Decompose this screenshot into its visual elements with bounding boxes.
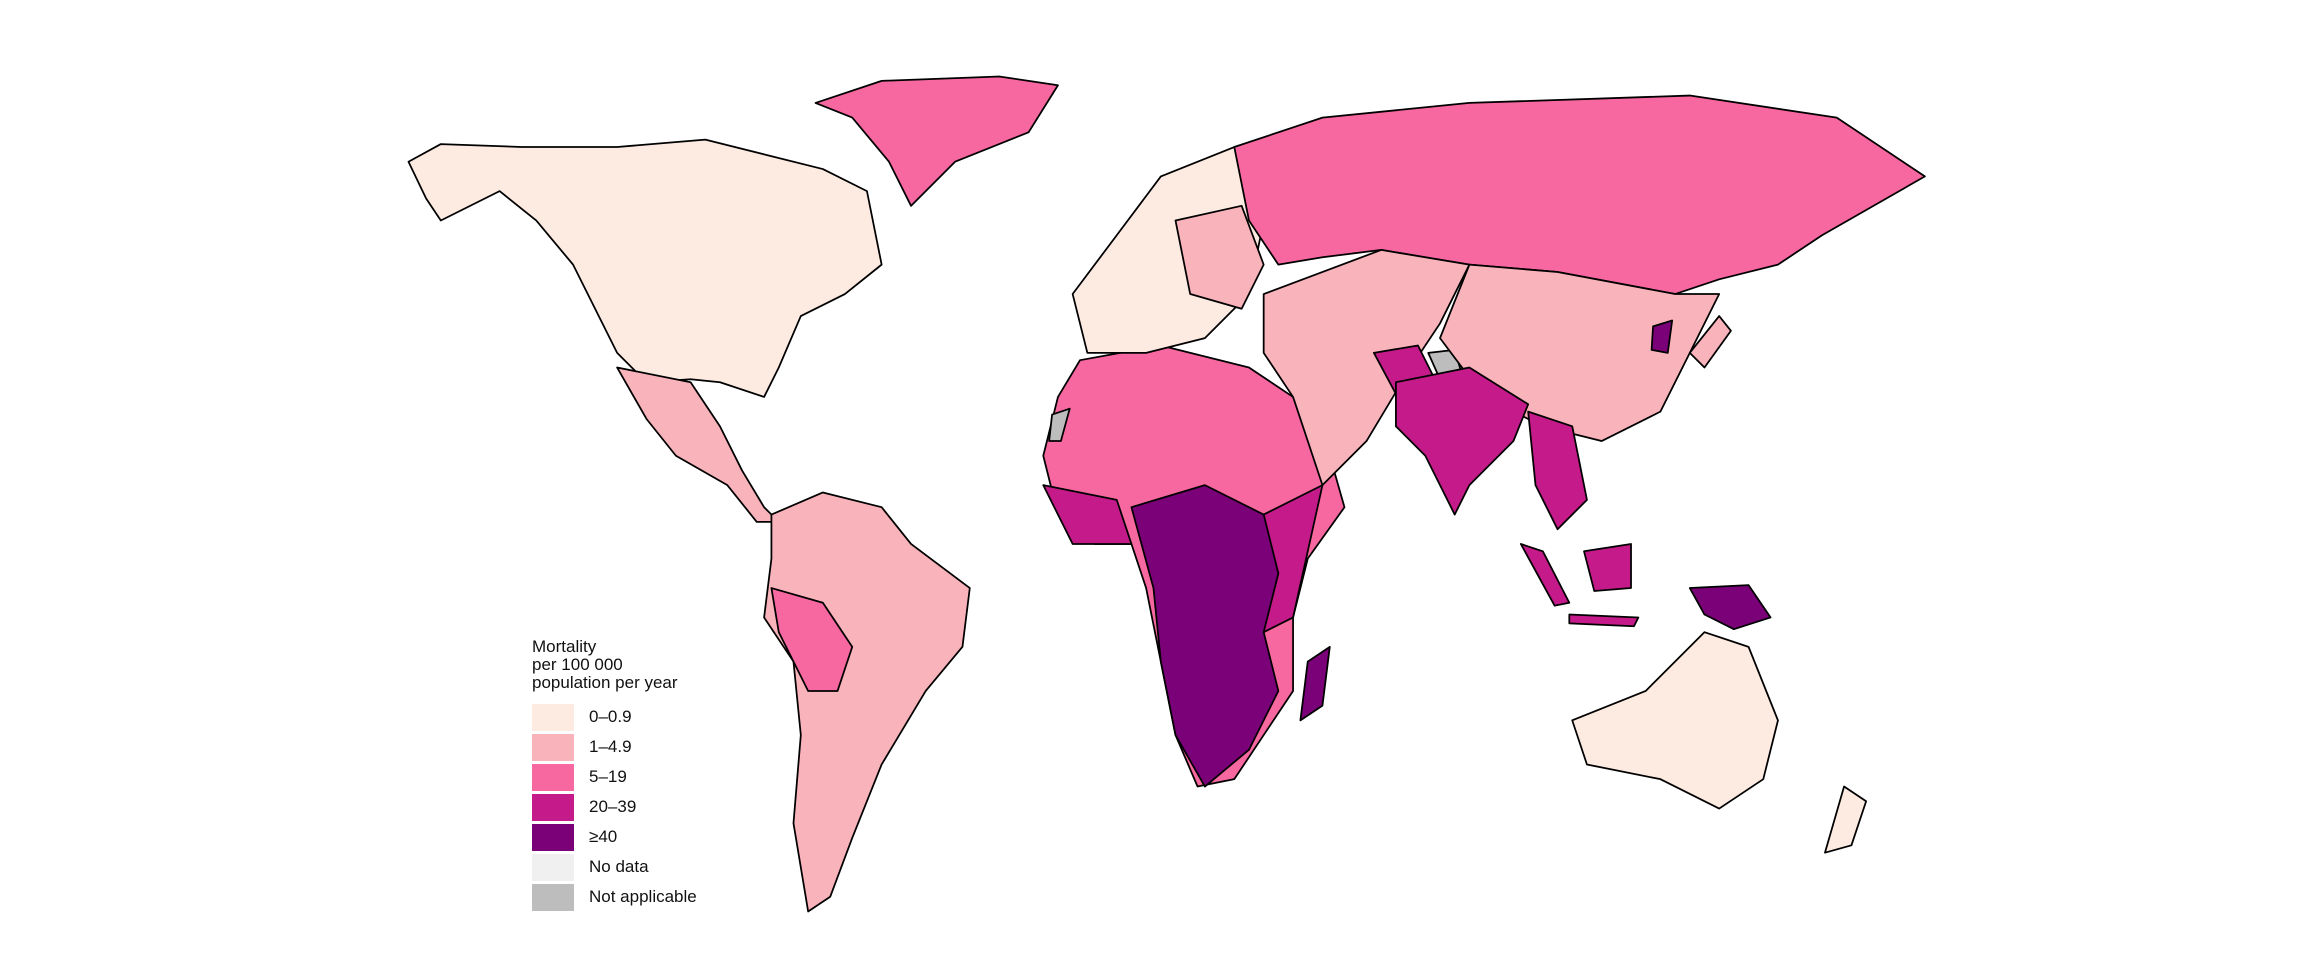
region-greenland bbox=[814, 75, 1059, 207]
region-south-america bbox=[763, 491, 971, 913]
legend-item: 5–19 bbox=[532, 762, 697, 792]
legend-swatch bbox=[532, 853, 574, 881]
region-central-southern-africa bbox=[1130, 484, 1280, 788]
region-eastern-europe bbox=[1174, 204, 1265, 310]
region-australia bbox=[1571, 631, 1779, 810]
legend-title: Mortality per 100 000 population per yea… bbox=[532, 637, 678, 692]
region-sumatra bbox=[1519, 543, 1571, 607]
region-india bbox=[1395, 366, 1530, 516]
legend-label: No data bbox=[589, 857, 649, 876]
region-borneo bbox=[1583, 543, 1632, 592]
legend-label: Not applicable bbox=[589, 887, 697, 906]
map-legend: Mortality per 100 000 population per yea… bbox=[532, 638, 697, 912]
region-russia bbox=[1233, 94, 1926, 295]
legend-label: 5–19 bbox=[589, 767, 627, 786]
region-southeast-asia bbox=[1527, 410, 1588, 531]
region-java bbox=[1568, 613, 1640, 628]
region-west-africa bbox=[1042, 484, 1133, 545]
legend-swatch bbox=[532, 733, 574, 761]
region-andes bbox=[770, 587, 854, 692]
legend-label: 1–4.9 bbox=[589, 737, 632, 756]
legend-item: 20–39 bbox=[532, 792, 697, 822]
legend-item: No data bbox=[532, 852, 697, 882]
region-new-guinea bbox=[1688, 584, 1772, 631]
region-new-zealand bbox=[1824, 785, 1868, 854]
legend-label: 20–39 bbox=[589, 797, 637, 816]
region-japan bbox=[1688, 315, 1732, 369]
legend-swatch bbox=[532, 703, 574, 731]
legend-item: 0–0.9 bbox=[532, 702, 697, 732]
legend-swatch bbox=[532, 823, 574, 851]
legend-item: 1–4.9 bbox=[532, 732, 697, 762]
legend-swatch bbox=[532, 883, 574, 911]
legend-label: 0–0.9 bbox=[589, 707, 632, 726]
region-madagascar bbox=[1299, 645, 1331, 722]
region-western-sahara bbox=[1048, 407, 1071, 442]
legend-label: ≥40 bbox=[589, 827, 618, 846]
region-middle-east-central-asia bbox=[1262, 249, 1471, 487]
legend-swatch bbox=[532, 793, 574, 821]
legend-swatch bbox=[532, 763, 574, 791]
region-north-america bbox=[407, 138, 883, 398]
legend-item: ≥40 bbox=[532, 822, 697, 852]
legend-item: Not applicable bbox=[532, 882, 697, 912]
region-korea bbox=[1650, 319, 1674, 354]
